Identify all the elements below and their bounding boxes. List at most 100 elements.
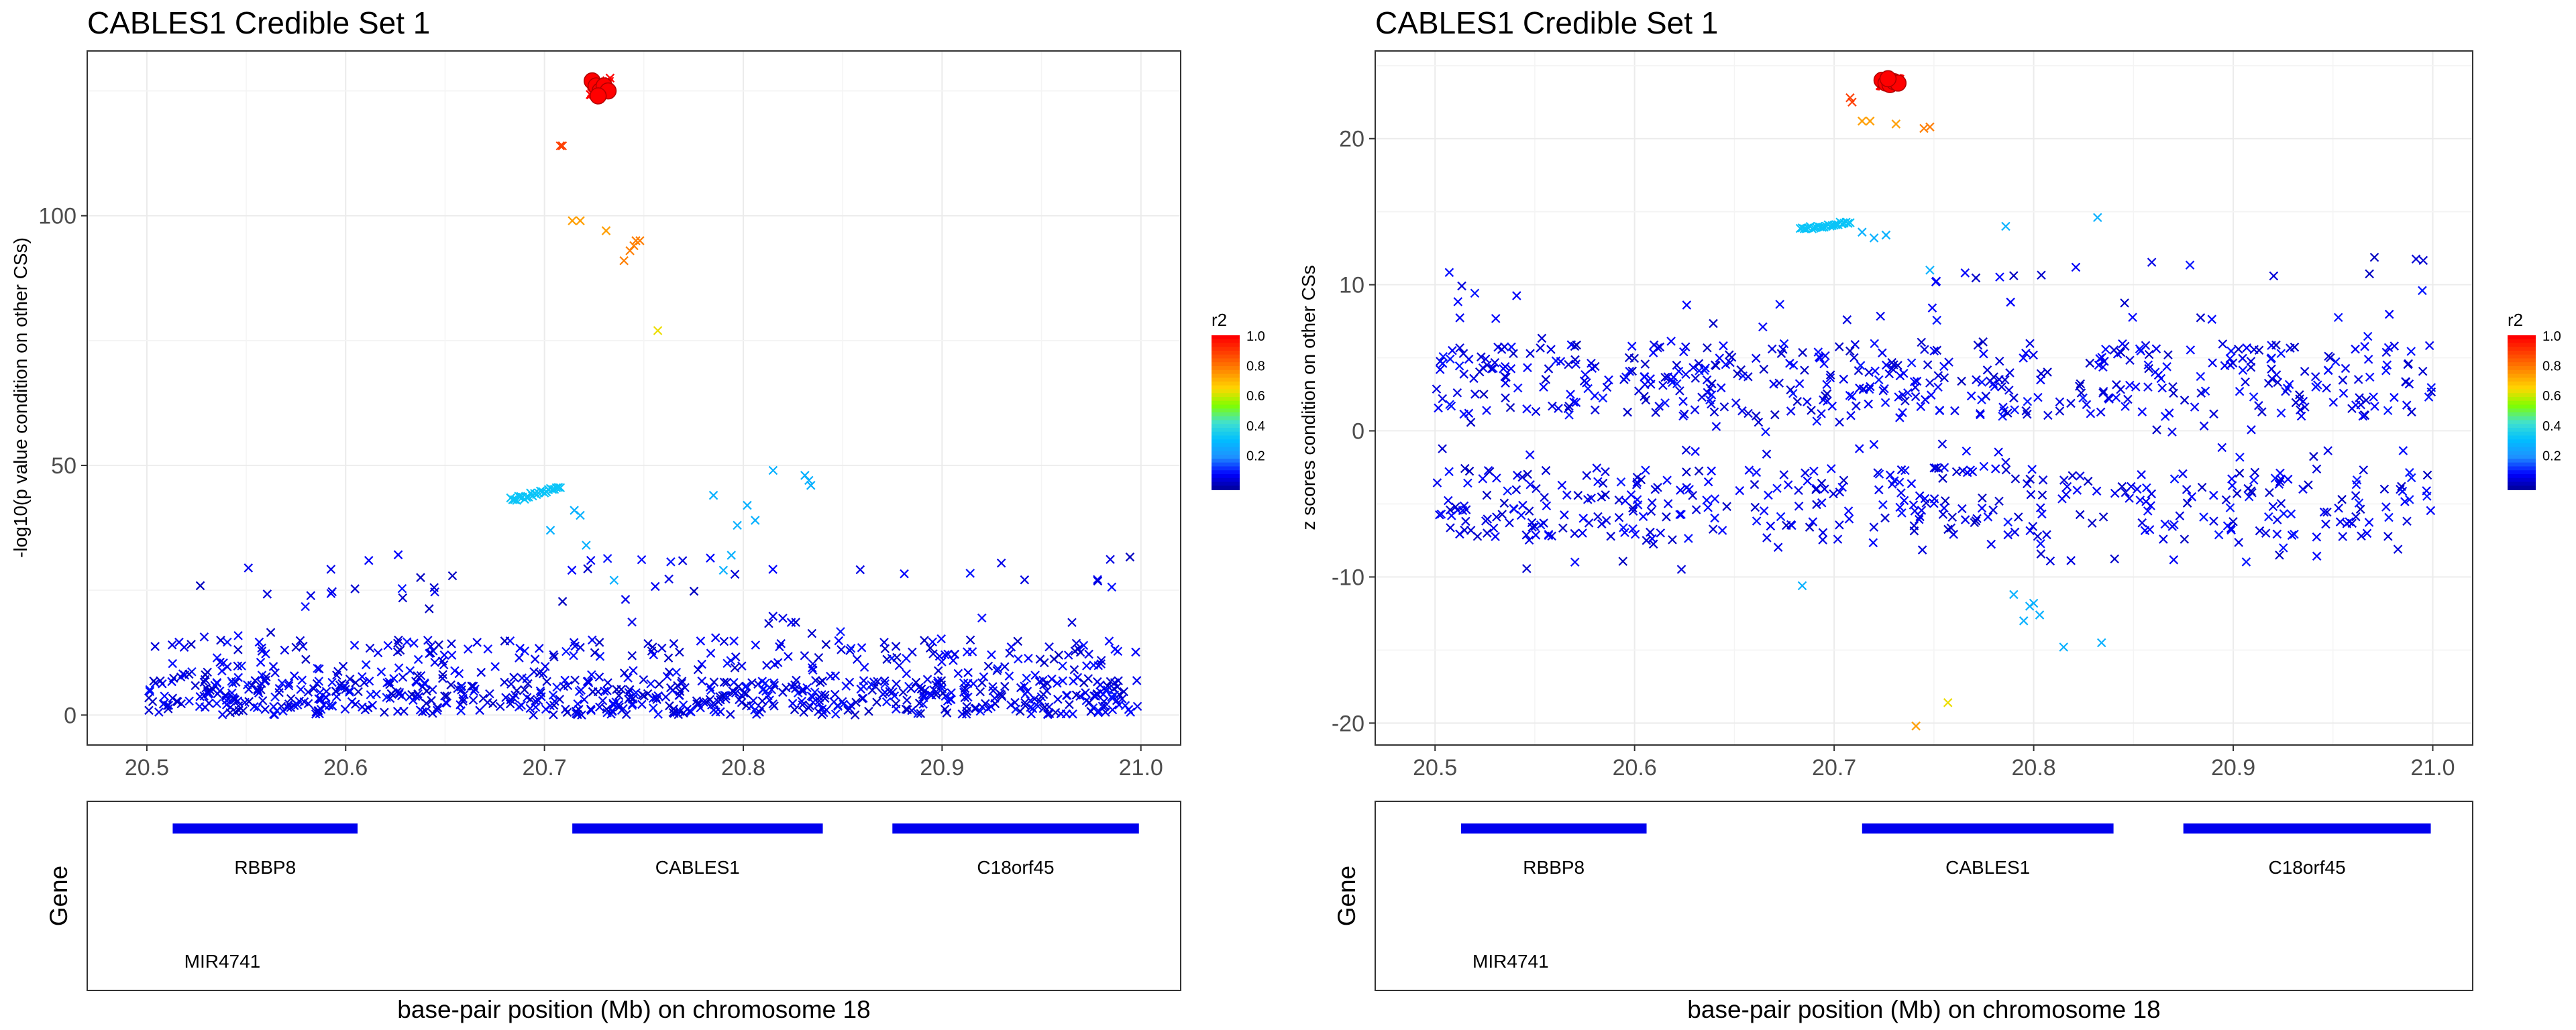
- snp-point: [1474, 367, 1485, 377]
- snp-point-highlight: [1858, 116, 1867, 126]
- snp-point: [284, 681, 294, 691]
- snp-point: [223, 637, 232, 647]
- snp-point: [678, 556, 688, 565]
- snp-point: [962, 647, 972, 656]
- snp-point: [1738, 371, 1748, 381]
- snp-point-highlight: [635, 236, 645, 245]
- snp-point: [2026, 490, 2036, 500]
- gene-label: MIR4741: [184, 951, 261, 972]
- snp-point: [1994, 447, 2003, 457]
- snp-point: [590, 648, 600, 658]
- snp-point: [515, 644, 525, 653]
- colorbar-segment: [1212, 416, 1240, 421]
- snp-point: [1112, 695, 1122, 705]
- colorbar-segment: [1212, 404, 1240, 410]
- snp-point: [2109, 345, 2119, 355]
- snp-point: [2341, 363, 2351, 374]
- snp-point: [1513, 383, 1523, 393]
- legend-title: r2: [1212, 310, 1227, 330]
- snp-point: [1835, 520, 1844, 530]
- snp-point: [1874, 485, 1884, 495]
- snp-point: [1767, 344, 1777, 354]
- snp-point: [1894, 477, 1904, 487]
- snp-point: [221, 700, 231, 709]
- snp-point: [2143, 382, 2153, 392]
- snp-point: [2276, 349, 2286, 358]
- snp-point: [797, 696, 806, 706]
- snp-point: [1501, 393, 1510, 403]
- snp-point: [1618, 557, 1628, 566]
- snp-point: [1737, 406, 1747, 416]
- snp-point: [697, 676, 707, 686]
- snp-point: [555, 695, 565, 704]
- snp-point: [1554, 404, 1563, 413]
- snp-point: [775, 642, 784, 652]
- snp-point: [857, 643, 867, 652]
- snp-point: [199, 632, 209, 642]
- snp-point: [354, 687, 363, 697]
- snp-point: [1573, 491, 1583, 500]
- snp-point: [2402, 400, 2412, 410]
- snp-point: [1895, 502, 1904, 512]
- snp-point: [2335, 517, 2345, 527]
- snp-point-highlight: [1881, 230, 1891, 240]
- snp-point: [2275, 477, 2285, 486]
- snp-point: [741, 701, 751, 711]
- snp-point: [1929, 499, 1939, 508]
- snp-point: [1527, 522, 1537, 532]
- snp-point: [1642, 536, 1652, 545]
- snp-point: [1632, 495, 1642, 504]
- snp-point: [145, 687, 155, 696]
- snp-point: [2241, 557, 2251, 567]
- snp-point: [2238, 365, 2248, 375]
- snp-point: [311, 709, 321, 719]
- snp-point: [2393, 545, 2403, 554]
- snp-point: [646, 679, 655, 689]
- snp-point: [434, 640, 443, 650]
- snp-point: [2207, 314, 2217, 324]
- snp-point: [2426, 383, 2436, 392]
- snp-point: [1898, 369, 1909, 378]
- colorbar-segment: [2508, 378, 2536, 382]
- colorbar-segment: [1212, 477, 1240, 483]
- snp-point: [169, 673, 178, 683]
- snp-point: [962, 706, 972, 716]
- snp-point: [1751, 353, 1761, 363]
- snp-point: [1548, 401, 1557, 411]
- snp-point: [1022, 687, 1032, 696]
- snp-point: [1103, 685, 1112, 695]
- snp-point: [2128, 312, 2137, 323]
- snp-point: [442, 698, 451, 708]
- snp-point: [2321, 519, 2330, 529]
- snp-point: [2098, 386, 2108, 396]
- snp-point: [1578, 514, 1588, 523]
- snp-point: [537, 692, 546, 701]
- snp-point: [284, 679, 294, 689]
- gene-track-label: Gene: [45, 866, 72, 927]
- snp-point: [1878, 500, 1888, 510]
- snp-point: [2068, 471, 2078, 481]
- snp-point: [2038, 475, 2048, 485]
- snp-point: [654, 679, 664, 689]
- colorbar-segment: [2508, 466, 2536, 471]
- snp-point: [1722, 502, 1731, 512]
- snp-point: [1524, 506, 1534, 516]
- snp-point: [1445, 400, 1454, 410]
- snp-point: [2085, 358, 2095, 368]
- snp-point: [1709, 407, 1719, 417]
- snp-point: [212, 699, 221, 709]
- snp-point: [313, 663, 322, 673]
- snp-point: [657, 643, 667, 653]
- snp-point: [440, 691, 449, 701]
- snp-point: [413, 671, 422, 681]
- snp-point: [515, 653, 524, 663]
- snp-point: [382, 678, 392, 688]
- snp-point: [538, 669, 548, 679]
- snp-point: [833, 701, 843, 711]
- snp-point: [2117, 481, 2127, 492]
- snp-point: [916, 684, 926, 694]
- snp-point: [145, 685, 155, 695]
- snp-point: [2004, 386, 2014, 395]
- snp-point: [314, 664, 324, 674]
- snp-point: [368, 700, 378, 710]
